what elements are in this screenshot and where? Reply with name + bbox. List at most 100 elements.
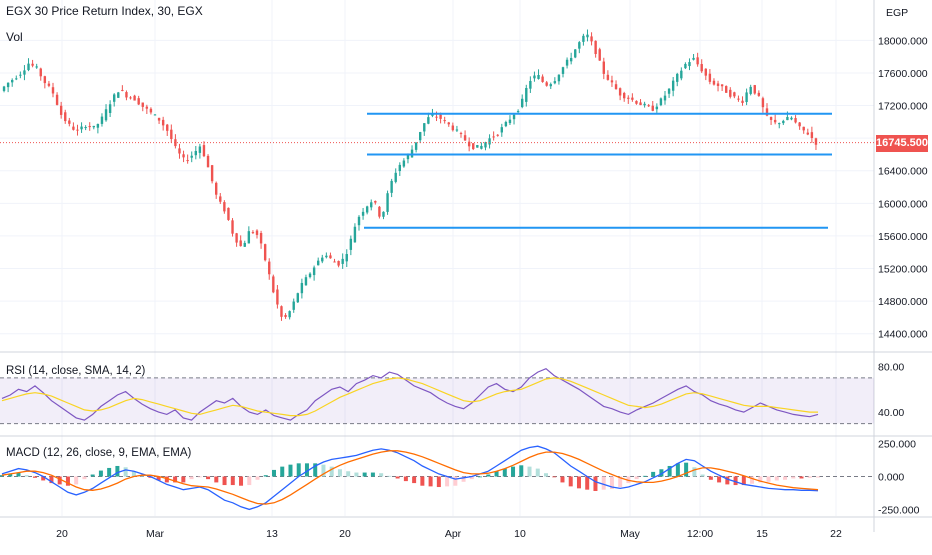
candle-body [741,100,744,103]
candle-body [43,76,47,84]
macd-histogram-bar [436,476,441,488]
candle-body [251,232,255,234]
candle-body [276,289,279,305]
candle-body [353,226,357,243]
candle-body [814,138,818,145]
macd-histogram-bar [544,473,548,477]
macd-histogram-bar [107,467,112,477]
candle-body [419,132,422,141]
macd-histogram-bar [774,476,779,481]
candle-body [365,206,369,213]
time-axis[interactable]: 20 Mar 13 20 Apr 10 May 12:00 15 22 [56,528,842,540]
macd-histogram-bar [206,476,211,480]
candle-body [635,100,638,104]
macd-histogram-bar [708,476,713,480]
macd-histogram-bar [181,476,186,483]
candle-body [708,73,712,82]
candle-body [598,49,601,61]
horizontal-levels [364,112,832,229]
y-tick-label: 15200.000 [878,264,928,276]
candle-body [733,92,736,97]
price-pane [0,29,874,321]
candle-body [288,311,291,318]
candle-body [782,120,785,124]
rsi-tick-label: 40.00 [878,407,904,419]
candle-body [761,98,765,108]
rsi-sma-line [1,377,818,417]
candle-body [606,74,610,80]
candle-body [292,301,295,310]
candle-body [574,49,577,58]
candle-body [692,57,695,60]
candle-body [508,119,512,124]
macd-histogram-bar [519,465,524,477]
macd-histogram-bar [197,476,202,478]
candle-body [341,258,344,264]
candle-body [145,106,149,109]
rsi-band [0,377,874,424]
candle-body [541,76,544,82]
macd-histogram-bar [288,464,293,477]
candle-body [533,75,536,79]
candle-body [182,154,185,158]
candle-body [618,88,622,96]
rsi-tick-label: 80.00 [878,361,904,373]
candle-body [47,83,51,86]
candle-body [671,80,675,91]
macd-histogram-bar [412,476,417,484]
macd-histogram-bar [486,474,491,477]
macd-histogram-bar [733,476,738,486]
candle-body [757,92,761,96]
candle-body [259,233,263,244]
last-price-tag: 16745.500 [876,134,928,152]
candle-body [100,116,104,124]
macd-histogram-bar [758,476,763,483]
candle-body [610,80,614,83]
price-axis[interactable]: EGP18000.00017600.00017200.00016800.0001… [878,7,928,516]
x-tick-label: 20 [339,528,351,540]
macd-histogram-bar [494,471,499,477]
candle-body [39,68,42,77]
macd-histogram-bar [511,466,516,477]
candle-body [206,155,210,168]
macd-histogram-bar [98,470,103,477]
macd-histogram-bar [684,462,689,477]
macd-histogram-bar [16,472,21,477]
candle-body [133,95,136,101]
macd-histogram-bar [428,476,433,487]
candle-body [631,97,634,100]
candle-body [296,293,299,303]
candle-body [582,35,585,42]
candle-body [137,98,140,105]
candle-body [300,282,304,294]
macd-histogram-bar [593,476,598,491]
macd-histogram-bar [362,472,367,477]
grid [0,0,874,516]
macd-histogram-bar [618,476,623,488]
candle-body [467,141,471,147]
macd-histogram-bar [32,476,37,478]
macd-histogram-bar [214,476,219,483]
macd-histogram-bar [346,471,351,477]
candle-body [765,108,769,116]
candle-body [569,57,573,62]
candle-body [394,172,397,182]
macd-histogram-bar [296,463,301,477]
candle-body [308,273,312,278]
candle-body [255,230,259,235]
macd-histogram-bar [750,476,755,484]
macd-histogram-bar [395,476,400,479]
candle-body [161,119,165,126]
macd-histogram-bar [321,464,326,477]
candle-body [447,122,450,125]
candle-body [113,94,116,102]
macd-histogram-bar [535,468,540,477]
candle-body [476,145,479,148]
candle-body [451,125,455,131]
candle-body [414,142,418,150]
y-tick-label: 14400.000 [878,329,928,341]
candle-body [227,207,230,220]
candle-body [121,89,124,91]
candle-body [186,160,189,162]
